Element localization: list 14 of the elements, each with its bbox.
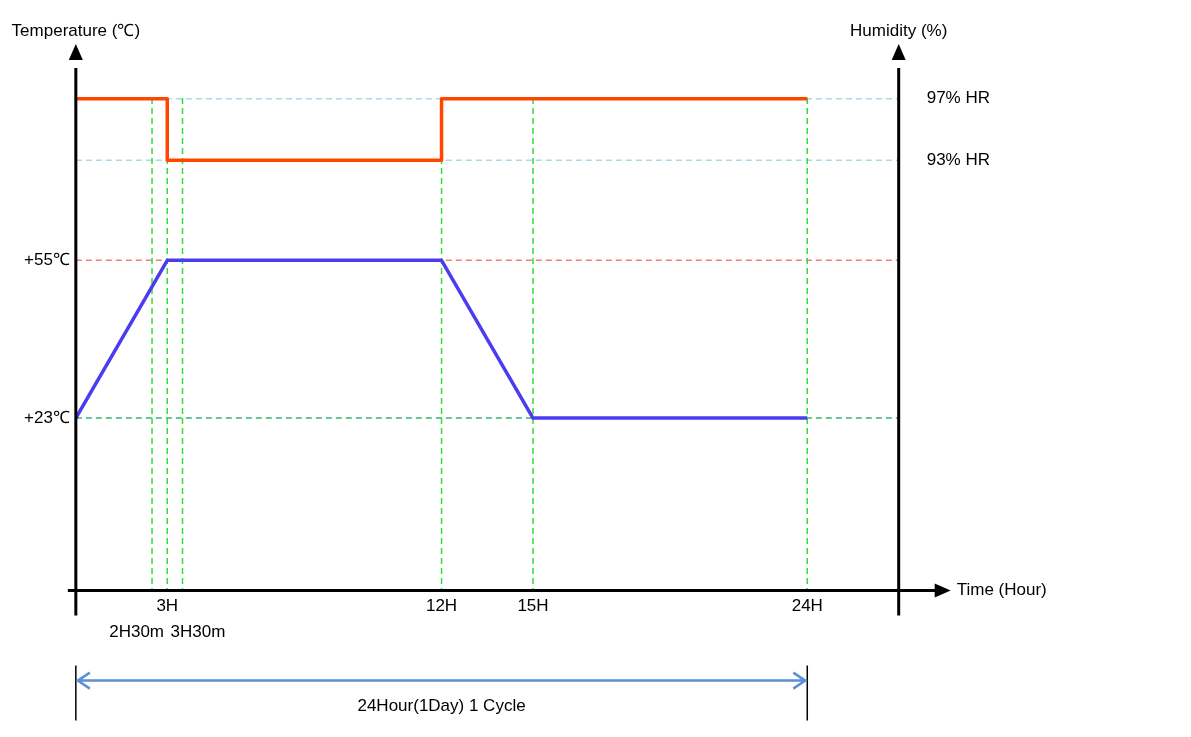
x-tick-label: 15H (517, 596, 549, 616)
y-tick-label: +23℃ (23, 407, 70, 427)
y2-tick-label: 97% HR (926, 88, 991, 108)
y2-tick-label: 93% HR (926, 149, 991, 169)
y-axis-title: Temperature (℃) (11, 21, 141, 41)
x-axis-title: Time (Hour) (956, 580, 1047, 600)
text: 24Hour(1Day) 1 Cycle (357, 696, 526, 716)
ref-line-label: 3H30m (170, 621, 226, 641)
x-tick-label: 24H (791, 596, 823, 616)
y2-axis-title: Humidity (%) (850, 21, 948, 41)
x-tick-label: 3H (156, 596, 179, 616)
y-tick-label: +55℃ (23, 249, 70, 269)
x-tick-label: 12H (425, 596, 458, 616)
ref-line-label: 2H30m (109, 621, 165, 641)
